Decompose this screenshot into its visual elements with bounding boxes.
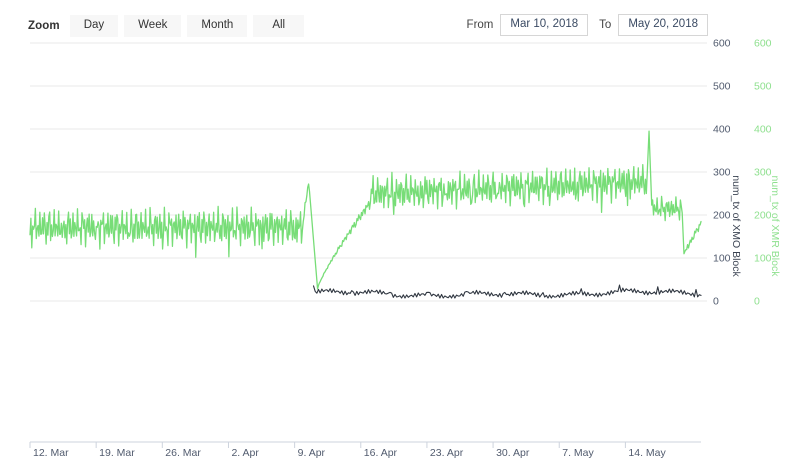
y-left-tick-400: 400 — [713, 124, 731, 136]
y-left-tick-600: 600 — [713, 38, 731, 50]
x-tick-2: 26. Mar — [165, 447, 201, 459]
y-right-tick-0: 0 — [754, 296, 760, 308]
zoom-controls: Zoom Day Week Month All — [28, 15, 310, 37]
axis-titles: num_tx of XMO Block num_tx of XMR Block — [730, 175, 781, 277]
y-right-tick-100: 100 — [754, 253, 772, 265]
zoom-day-button[interactable]: Day — [69, 15, 119, 37]
zoom-label: Zoom — [28, 20, 60, 32]
x-tick-0: 12. Mar — [33, 447, 69, 459]
y-axis-left-title: num_tx of XMO Block — [730, 175, 742, 277]
zoom-all-button[interactable]: All — [253, 15, 305, 37]
y-right-tick-200: 200 — [754, 210, 772, 222]
line-xmo — [312, 284, 702, 299]
y-right-tick-400: 400 — [754, 124, 772, 136]
y-right-tick-600: 600 — [754, 38, 772, 50]
from-date-input[interactable]: Mar 10, 2018 — [500, 14, 589, 36]
y-left-tick-100: 100 — [713, 253, 731, 265]
y-axis-left-ticks: 0 100 200 300 400 500 600 — [701, 38, 731, 308]
x-axis: 12. Mar 19. Mar 26. Mar 2. Apr 9. Apr 16. Apr… — [29, 441, 701, 459]
line-xmr — [29, 130, 702, 290]
series-xmr-line — [29, 130, 702, 290]
zoom-week-button[interactable]: Week — [124, 15, 182, 37]
y-left-tick-0: 0 — [713, 296, 719, 308]
x-tick-1: 19. Mar — [99, 447, 135, 459]
y-axis-right-ticks: 0 100 200 300 400 500 600 — [754, 38, 772, 308]
x-tick-4: 9. Apr — [298, 447, 326, 459]
gridlines — [30, 42, 701, 302]
x-tick-9: 14. May — [628, 447, 666, 459]
x-tick-8: 7. May — [562, 447, 594, 459]
date-range-controls: From Mar 10, 2018 To May 20, 2018 — [467, 14, 708, 36]
y-left-tick-200: 200 — [713, 210, 731, 222]
to-label: To — [599, 19, 612, 31]
to-date-input[interactable]: May 20, 2018 — [618, 14, 708, 36]
x-tick-5: 16. Apr — [364, 447, 398, 459]
from-label: From — [466, 19, 494, 31]
series-xmo-line — [312, 284, 702, 299]
y-axis-right-title: num_tx of XMR Block — [769, 176, 781, 278]
x-tick-7: 30. Apr — [496, 447, 530, 459]
x-tick-6: 23. Apr — [430, 447, 464, 459]
x-tick-3: 2. Apr — [231, 447, 259, 459]
y-left-tick-500: 500 — [713, 81, 731, 93]
y-left-tick-300: 300 — [713, 167, 731, 179]
y-right-tick-300: 300 — [754, 167, 772, 179]
y-right-tick-500: 500 — [754, 81, 772, 93]
chart-toolbar: Zoom Day Week Month All From Mar 10, 201… — [0, 0, 800, 42]
zoom-month-button[interactable]: Month — [187, 15, 248, 37]
